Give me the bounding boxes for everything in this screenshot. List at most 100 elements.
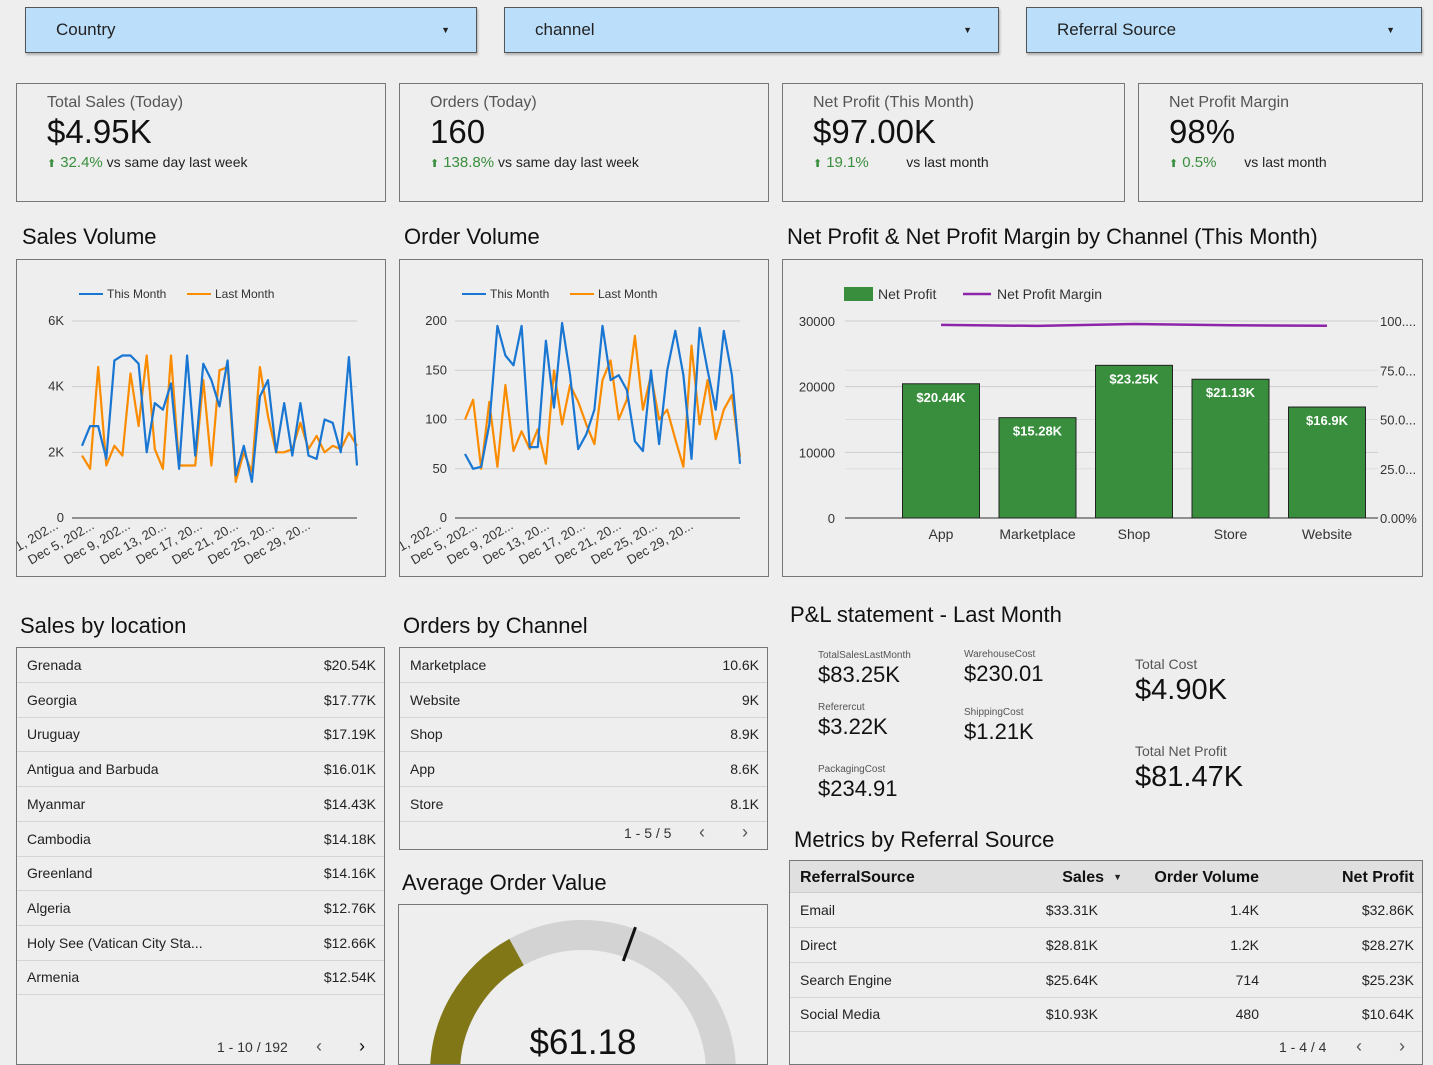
channel-orders: 8.9K bbox=[730, 726, 759, 743]
referral-order-volume: 480 bbox=[1235, 1006, 1259, 1023]
table-row[interactable]: Georgia $17.77K bbox=[17, 683, 384, 718]
y-tick-label: 30000 bbox=[799, 314, 835, 329]
sort-desc-icon[interactable]: ▼ bbox=[1113, 872, 1122, 882]
shipping-cost-value: $1.21K bbox=[964, 719, 1034, 744]
column-header-source[interactable]: ReferralSource bbox=[800, 869, 915, 886]
table-row[interactable]: Cambodia $14.18K bbox=[17, 822, 384, 857]
chevron-left-icon[interactable]: ‹ bbox=[1356, 1036, 1362, 1056]
location-sales: $17.77K bbox=[323, 691, 376, 708]
bar-data-label: $20.44K bbox=[916, 390, 966, 405]
referral-net-profit: $32.86K bbox=[1361, 902, 1414, 918]
legend-label: This Month bbox=[490, 287, 549, 301]
y2-tick-label: 50.0... bbox=[1380, 413, 1416, 428]
chevron-left-icon[interactable]: ‹ bbox=[699, 822, 705, 842]
location-sales: $14.16K bbox=[323, 865, 376, 882]
chevron-right-icon[interactable]: › bbox=[742, 822, 748, 842]
orders-by-channel-table: 1 - 5 / 5 ‹ › Marketplace 10.6K Website 9K S… bbox=[399, 647, 768, 850]
location-sales: $14.18K bbox=[323, 830, 376, 847]
referral-sales: $10.93K bbox=[1045, 1006, 1098, 1023]
channel-filter-label: channel bbox=[535, 20, 595, 39]
country-filter[interactable]: Country ▼ bbox=[25, 7, 477, 53]
kpi-net-profit: Net Profit (This Month) $97.00K ⬆ 19.1% vs… bbox=[782, 83, 1125, 202]
referral-source-filter[interactable]: Referral Source ▼ bbox=[1026, 7, 1422, 53]
table-row[interactable]: Store 8.1K bbox=[400, 787, 767, 822]
table-row[interactable]: Shop 8.9K bbox=[400, 717, 767, 753]
series-line-last-month bbox=[463, 334, 742, 470]
table-row[interactable]: App 8.6K bbox=[400, 752, 767, 788]
bar bbox=[1191, 378, 1270, 519]
table-row[interactable]: Email $33.31K 1.4K $32.86K bbox=[790, 893, 1422, 928]
net-profit-title: Net Profit & Net Profit Margin by Channe… bbox=[787, 224, 1318, 249]
bar-data-label: $23.25K bbox=[1109, 371, 1159, 386]
kpi-label: Total Sales (Today) bbox=[47, 94, 184, 111]
kpi-comparison: ⬆ 138.8% vs same day last week bbox=[430, 154, 768, 171]
x-tick-label: Shop bbox=[1118, 526, 1151, 542]
kpi-compare-text: vs same day last week bbox=[106, 154, 248, 170]
total-cost-value: $4.90K bbox=[1135, 674, 1227, 706]
chevron-right-icon[interactable]: › bbox=[359, 1036, 365, 1056]
kpi-value: 160 bbox=[430, 113, 486, 150]
arrow-up-icon: ⬆ bbox=[430, 158, 440, 170]
table-row[interactable]: Direct $28.81K 1.2K $28.27K bbox=[790, 928, 1422, 963]
arrow-up-icon: ⬆ bbox=[813, 158, 823, 170]
bar-data-label: $15.28K bbox=[1013, 424, 1063, 439]
warehouse-cost-label: WarehouseCost bbox=[964, 649, 1036, 660]
y-tick-label: 10000 bbox=[799, 445, 835, 460]
y2-tick-label: 100.... bbox=[1380, 314, 1416, 329]
chevron-left-icon[interactable]: ‹ bbox=[316, 1036, 322, 1056]
table-row[interactable]: Algeria $12.76K bbox=[17, 891, 384, 926]
channel-name: Store bbox=[410, 795, 444, 812]
table-row[interactable]: Greenland $14.16K bbox=[17, 856, 384, 892]
referral-source-table: ReferralSource Sales ▼ Order Volume Net … bbox=[789, 860, 1423, 1065]
total-sales-last-month-label: TotalSalesLastMonth bbox=[818, 650, 911, 661]
legend-label: Last Month bbox=[215, 287, 274, 301]
column-header-sales-label: Sales bbox=[1062, 869, 1104, 886]
metrics-referral-title: Metrics by Referral Source bbox=[794, 827, 1055, 852]
table-row[interactable]: Armenia $12.54K bbox=[17, 960, 384, 996]
kpi-compare-text: vs last month bbox=[1244, 154, 1327, 170]
shipping-cost-label: ShippingCost bbox=[964, 707, 1024, 718]
table-row[interactable]: Antigua and Barbuda $16.01K bbox=[17, 752, 384, 788]
table-row[interactable]: Uruguay $17.19K bbox=[17, 717, 384, 753]
table-row[interactable]: Grenada $20.54K bbox=[17, 648, 384, 683]
kpi-change: 0.5% bbox=[1182, 154, 1217, 171]
channel-orders: 8.1K bbox=[730, 795, 759, 812]
series-line-last-month bbox=[81, 354, 358, 483]
channel-filter[interactable]: channel ▼ bbox=[504, 7, 999, 53]
table-header bbox=[790, 861, 1422, 893]
table-row[interactable]: Marketplace 10.6K bbox=[400, 648, 767, 683]
kpi-compare-text: vs last month bbox=[906, 154, 989, 170]
warehouse-cost-value: $230.01 bbox=[964, 661, 1044, 686]
x-tick-label: Store bbox=[1214, 526, 1248, 542]
y-tick-label: 50 bbox=[433, 461, 447, 476]
gauge-target-marker bbox=[621, 926, 637, 962]
y-tick-label: 4K bbox=[48, 379, 64, 394]
column-header-order-volume[interactable]: Order Volume bbox=[1154, 869, 1259, 886]
bar bbox=[1288, 406, 1366, 519]
kpi-orders: Orders (Today) 160 ⬆ 138.8% vs same day l… bbox=[399, 83, 769, 202]
series-line-margin bbox=[940, 322, 1328, 328]
pagination-label: 1 - 5 / 5 bbox=[624, 825, 672, 841]
chevron-right-icon[interactable]: › bbox=[1399, 1036, 1405, 1056]
table-row[interactable]: Website 9K bbox=[400, 683, 767, 718]
column-header-net-profit[interactable]: Net Profit bbox=[1342, 869, 1414, 886]
bar-data-label: $21.13K bbox=[1206, 385, 1256, 400]
location-name: Greenland bbox=[27, 865, 93, 882]
column-header-sales[interactable]: Sales bbox=[1062, 869, 1104, 887]
y-tick-label: 2K bbox=[48, 444, 64, 459]
table-row[interactable]: Social Media $10.93K 480 $10.64K bbox=[790, 997, 1422, 1033]
channel-name: App bbox=[410, 761, 435, 778]
net-profit-chart-panel: Net Profit Net Profit Margin 0 10000 20000 30… bbox=[782, 259, 1423, 577]
arrow-up-icon: ⬆ bbox=[47, 158, 57, 170]
kpi-change: 19.1% bbox=[826, 154, 869, 171]
table-row[interactable]: Holy See (Vatican City Sta... $12.66K bbox=[17, 926, 384, 961]
table-row[interactable]: Myanmar $14.43K bbox=[17, 787, 384, 822]
location-sales: $12.76K bbox=[323, 899, 376, 916]
table-row[interactable]: Search Engine $25.64K 714 $25.23K bbox=[790, 963, 1422, 998]
total-sales-last-month-value: $83.25K bbox=[818, 662, 900, 687]
kpi-change: 138.8% bbox=[443, 154, 495, 171]
y-tick-label: 0 bbox=[828, 511, 835, 526]
location-sales: $12.66K bbox=[323, 934, 376, 951]
kpi-label: Net Profit Margin bbox=[1169, 94, 1290, 111]
